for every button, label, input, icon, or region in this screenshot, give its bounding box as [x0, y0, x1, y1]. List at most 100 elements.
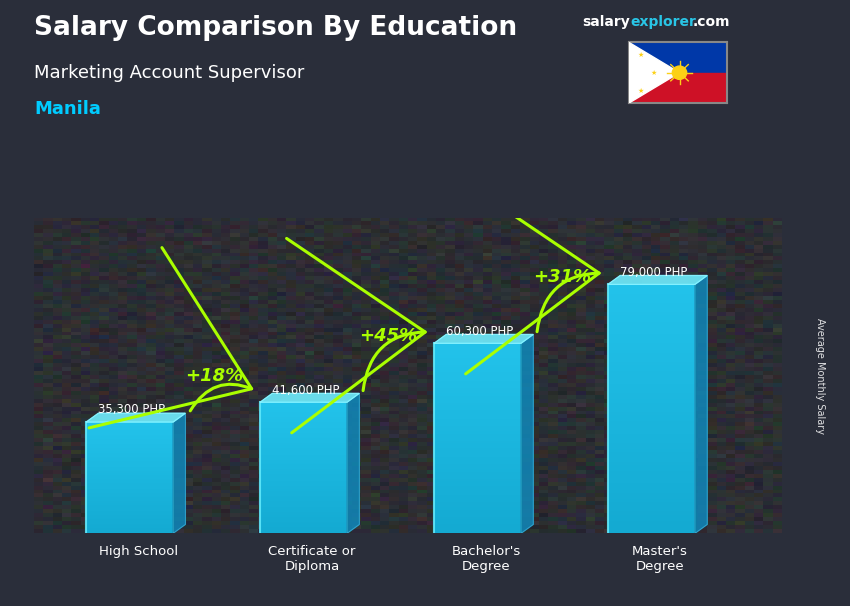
Bar [434, 405, 521, 407]
Bar [608, 325, 695, 328]
Bar [260, 419, 347, 420]
Bar [86, 485, 173, 486]
Bar [434, 486, 521, 488]
Bar [260, 422, 347, 424]
Bar [608, 456, 695, 459]
Bar [260, 414, 347, 415]
Bar [608, 415, 695, 418]
Bar [86, 433, 173, 435]
Bar [86, 429, 173, 430]
Bar [434, 360, 521, 362]
Bar [608, 319, 695, 322]
Bar [86, 461, 173, 462]
Bar [434, 481, 521, 484]
Bar [608, 505, 695, 508]
Bar [434, 384, 521, 386]
Bar [434, 531, 521, 533]
Bar [608, 484, 695, 487]
Bar [434, 507, 521, 510]
Bar [260, 505, 347, 507]
Bar [434, 476, 521, 479]
Bar [608, 427, 695, 431]
Bar [260, 481, 347, 482]
Bar [86, 430, 173, 432]
Bar [608, 287, 695, 290]
Bar [434, 519, 521, 521]
Bar [434, 517, 521, 519]
Bar [86, 487, 173, 489]
Bar [434, 469, 521, 471]
Bar [260, 510, 347, 512]
Bar [608, 309, 695, 312]
Bar [608, 471, 695, 474]
Bar [434, 381, 521, 384]
Bar [86, 532, 173, 533]
Bar [260, 461, 347, 463]
Bar [434, 467, 521, 469]
Bar [434, 353, 521, 355]
Bar [608, 437, 695, 440]
Bar [260, 466, 347, 468]
Bar [608, 434, 695, 437]
Bar [434, 438, 521, 441]
Bar [260, 440, 347, 442]
Bar [86, 473, 173, 475]
Bar [86, 491, 173, 493]
Bar [86, 468, 173, 469]
FancyArrowPatch shape [286, 238, 425, 433]
Bar [608, 481, 695, 484]
Bar [434, 474, 521, 476]
Bar [260, 489, 347, 491]
Text: Master's
Degree: Master's Degree [632, 545, 688, 573]
Polygon shape [260, 393, 360, 402]
Bar [608, 405, 695, 409]
Bar [260, 527, 347, 528]
Bar [260, 474, 347, 476]
Text: explorer: explorer [631, 15, 697, 29]
Bar [260, 531, 347, 533]
Bar [86, 486, 173, 487]
Bar [86, 448, 173, 450]
Bar [86, 465, 173, 467]
Bar [86, 436, 173, 438]
Bar [260, 404, 347, 405]
Bar [86, 450, 173, 451]
Bar [260, 410, 347, 412]
Bar [434, 429, 521, 431]
Bar [608, 378, 695, 381]
Bar [434, 471, 521, 474]
Text: Bachelor's
Degree: Bachelor's Degree [451, 545, 521, 573]
Bar [86, 514, 173, 515]
Bar [260, 471, 347, 473]
Bar [434, 455, 521, 458]
Text: Marketing Account Supervisor: Marketing Account Supervisor [34, 64, 304, 82]
Bar [260, 447, 347, 448]
Bar [434, 407, 521, 410]
Bar [86, 481, 173, 482]
Bar [86, 457, 173, 458]
Bar [260, 425, 347, 427]
Bar [608, 328, 695, 331]
Bar [608, 440, 695, 443]
Bar [608, 465, 695, 468]
Bar [86, 464, 173, 465]
Bar [434, 424, 521, 427]
Bar [434, 505, 521, 507]
Text: ★: ★ [650, 70, 656, 76]
Bar [86, 505, 173, 507]
Bar [434, 388, 521, 391]
Bar [434, 370, 521, 371]
Bar [608, 341, 695, 344]
Text: 41,600 PHP: 41,600 PHP [272, 384, 340, 396]
Bar [86, 516, 173, 518]
Bar [86, 471, 173, 472]
Bar [86, 440, 173, 442]
Bar [260, 504, 347, 505]
Bar [608, 412, 695, 415]
FancyArrowPatch shape [461, 179, 599, 374]
Bar [86, 482, 173, 483]
Bar [86, 530, 173, 532]
Bar [86, 467, 173, 468]
Bar [86, 479, 173, 481]
Bar [260, 528, 347, 530]
